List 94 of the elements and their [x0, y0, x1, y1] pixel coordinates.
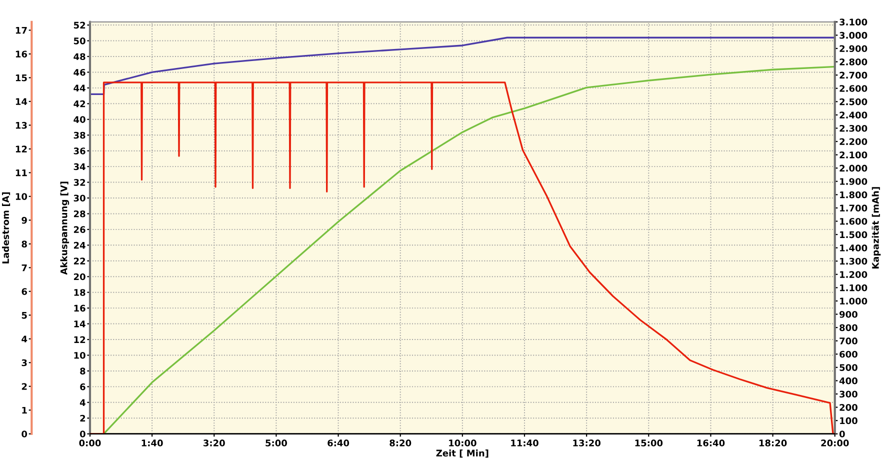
y-tick-label: 26 [74, 226, 86, 234]
x-tick-label: 16:40 [697, 440, 725, 446]
x-axis-title: Zeit [ Min] [436, 450, 488, 458]
y3-tick-label: 8 [22, 240, 27, 248]
y2-tick-label: 200 [840, 404, 858, 411]
y3-tick-label: 16 [16, 50, 28, 58]
y2-tick-label: 1.600 [840, 218, 868, 225]
y2-tick-label: 1.800 [840, 191, 868, 198]
y-tick-label: 36 [74, 148, 86, 154]
y3-tick-label: 4 [22, 336, 28, 342]
y2-tick-label: 1.900 [840, 178, 868, 185]
y3-tick-label: 13 [16, 122, 27, 129]
y2-tick-label: 400 [839, 377, 858, 384]
x-tick-label: 6:40 [328, 440, 350, 446]
y2-tick-label: 2.800 [840, 58, 868, 66]
y2-tick-label: 800 [840, 324, 858, 332]
y3-tick-label: 17 [16, 27, 27, 34]
y-tick-label: 34 [74, 163, 86, 170]
y2-tick-label: 900 [840, 310, 858, 318]
y2-tick-label: 1.700 [840, 204, 868, 212]
y2-tick-label: 500 [840, 364, 858, 371]
x-tick-label: 18:20 [759, 440, 787, 446]
x-tick-label: 11:40 [511, 440, 538, 446]
y-tick-label: 28 [74, 210, 86, 218]
y-tick-label: 44 [74, 84, 86, 92]
y-tick-label: 10 [74, 352, 86, 359]
y-tick-label: 32 [74, 179, 86, 186]
y-tick-label: 18 [74, 289, 86, 296]
y-tick-label: 30 [74, 194, 86, 202]
x-tick-label: 10:00 [449, 440, 476, 446]
x-tick-label: 20:00 [821, 440, 849, 446]
y3-tick-label: 6 [22, 288, 28, 295]
y2-tick-label: 2.700 [840, 72, 868, 79]
y-tick-label: 40 [74, 116, 86, 123]
y3-tick-label: 14 [16, 98, 28, 105]
y2-tick-label: 2.200 [840, 138, 868, 146]
y2-tick-label: 2.400 [840, 112, 868, 118]
x-tick-label: 3:20 [204, 440, 225, 446]
y-tick-label: 48 [74, 53, 86, 60]
y2-tick-label: 1.000 [840, 298, 868, 305]
y3-tick-label: 11 [16, 170, 27, 176]
y-tick-label: 24 [74, 242, 86, 249]
x-tick-label: 1:40 [142, 440, 163, 446]
y3-axis-title: Ladestrom [A] [2, 192, 10, 264]
y-tick-label: 6 [80, 383, 86, 390]
y3-tick-label: 12 [16, 146, 27, 152]
y2-tick-label: 2.300 [840, 124, 868, 132]
y2-tick-label: 300 [840, 390, 858, 398]
y-tick-label: 14 [74, 320, 86, 328]
y3-tick-label: 1 [22, 406, 27, 414]
y3-tick-label: 9 [22, 216, 27, 224]
y2-tick-label: 700 [840, 338, 858, 344]
y-tick-label: 52 [74, 22, 86, 29]
y-tick-label: 8 [80, 368, 86, 375]
y2-tick-label: 2.500 [840, 98, 868, 106]
y2-tick-label: 3.100 [840, 18, 868, 26]
y2-tick-label: 1.300 [840, 258, 868, 265]
y3-tick-label: 2 [22, 383, 27, 390]
y2-tick-label: 1.400 [840, 244, 868, 252]
y2-tick-label: 2.600 [840, 85, 868, 92]
y-tick-label: 4 [80, 399, 86, 406]
y-tick-label: 12 [74, 336, 86, 343]
y-tick-label: 50 [74, 38, 86, 44]
y3-tick-label: 7 [22, 264, 27, 272]
y-tick-label: 20 [74, 273, 86, 280]
y2-tick-label: 600 [840, 350, 858, 358]
x-tick-label: 8:20 [390, 440, 412, 446]
y3-tick-label: 5 [22, 312, 27, 319]
y2-tick-label: 0 [839, 430, 845, 438]
y-tick-label: 16 [74, 304, 86, 312]
y-tick-label: 46 [74, 68, 86, 76]
y-axis-title: Akkuspannung [V] [60, 182, 70, 275]
y2-tick-label: 1.100 [840, 284, 868, 292]
y2-axis-title: Kapazität [mAh] [872, 187, 881, 269]
y3-tick-label: 0 [22, 430, 28, 438]
y2-tick-label: 2.000 [840, 164, 868, 172]
y3-tick-label: 15 [16, 74, 27, 82]
y2-tick-label: 100 [840, 417, 858, 424]
y3-tick-label: 3 [22, 359, 27, 366]
x-tick-label: 13:20 [573, 440, 601, 446]
y-tick-label: 2 [80, 414, 86, 422]
y2-tick-label: 2.900 [840, 45, 868, 52]
x-tick-label: 15:00 [635, 440, 663, 446]
y2-tick-label: 3.000 [840, 32, 868, 39]
y2-tick-label: 1.500 [840, 231, 868, 238]
x-tick-label: 5:00 [266, 440, 288, 446]
y2-tick-label: 2.100 [840, 152, 868, 158]
y2-tick-label: 1.200 [840, 271, 868, 278]
y3-tick-label: 10 [16, 193, 28, 200]
y-tick-label: 38 [74, 132, 86, 139]
x-tick-label: 0:00 [79, 440, 101, 446]
y-tick-label: 0 [80, 430, 86, 438]
y-tick-label: 22 [74, 258, 86, 264]
y-tick-label: 42 [74, 100, 86, 108]
